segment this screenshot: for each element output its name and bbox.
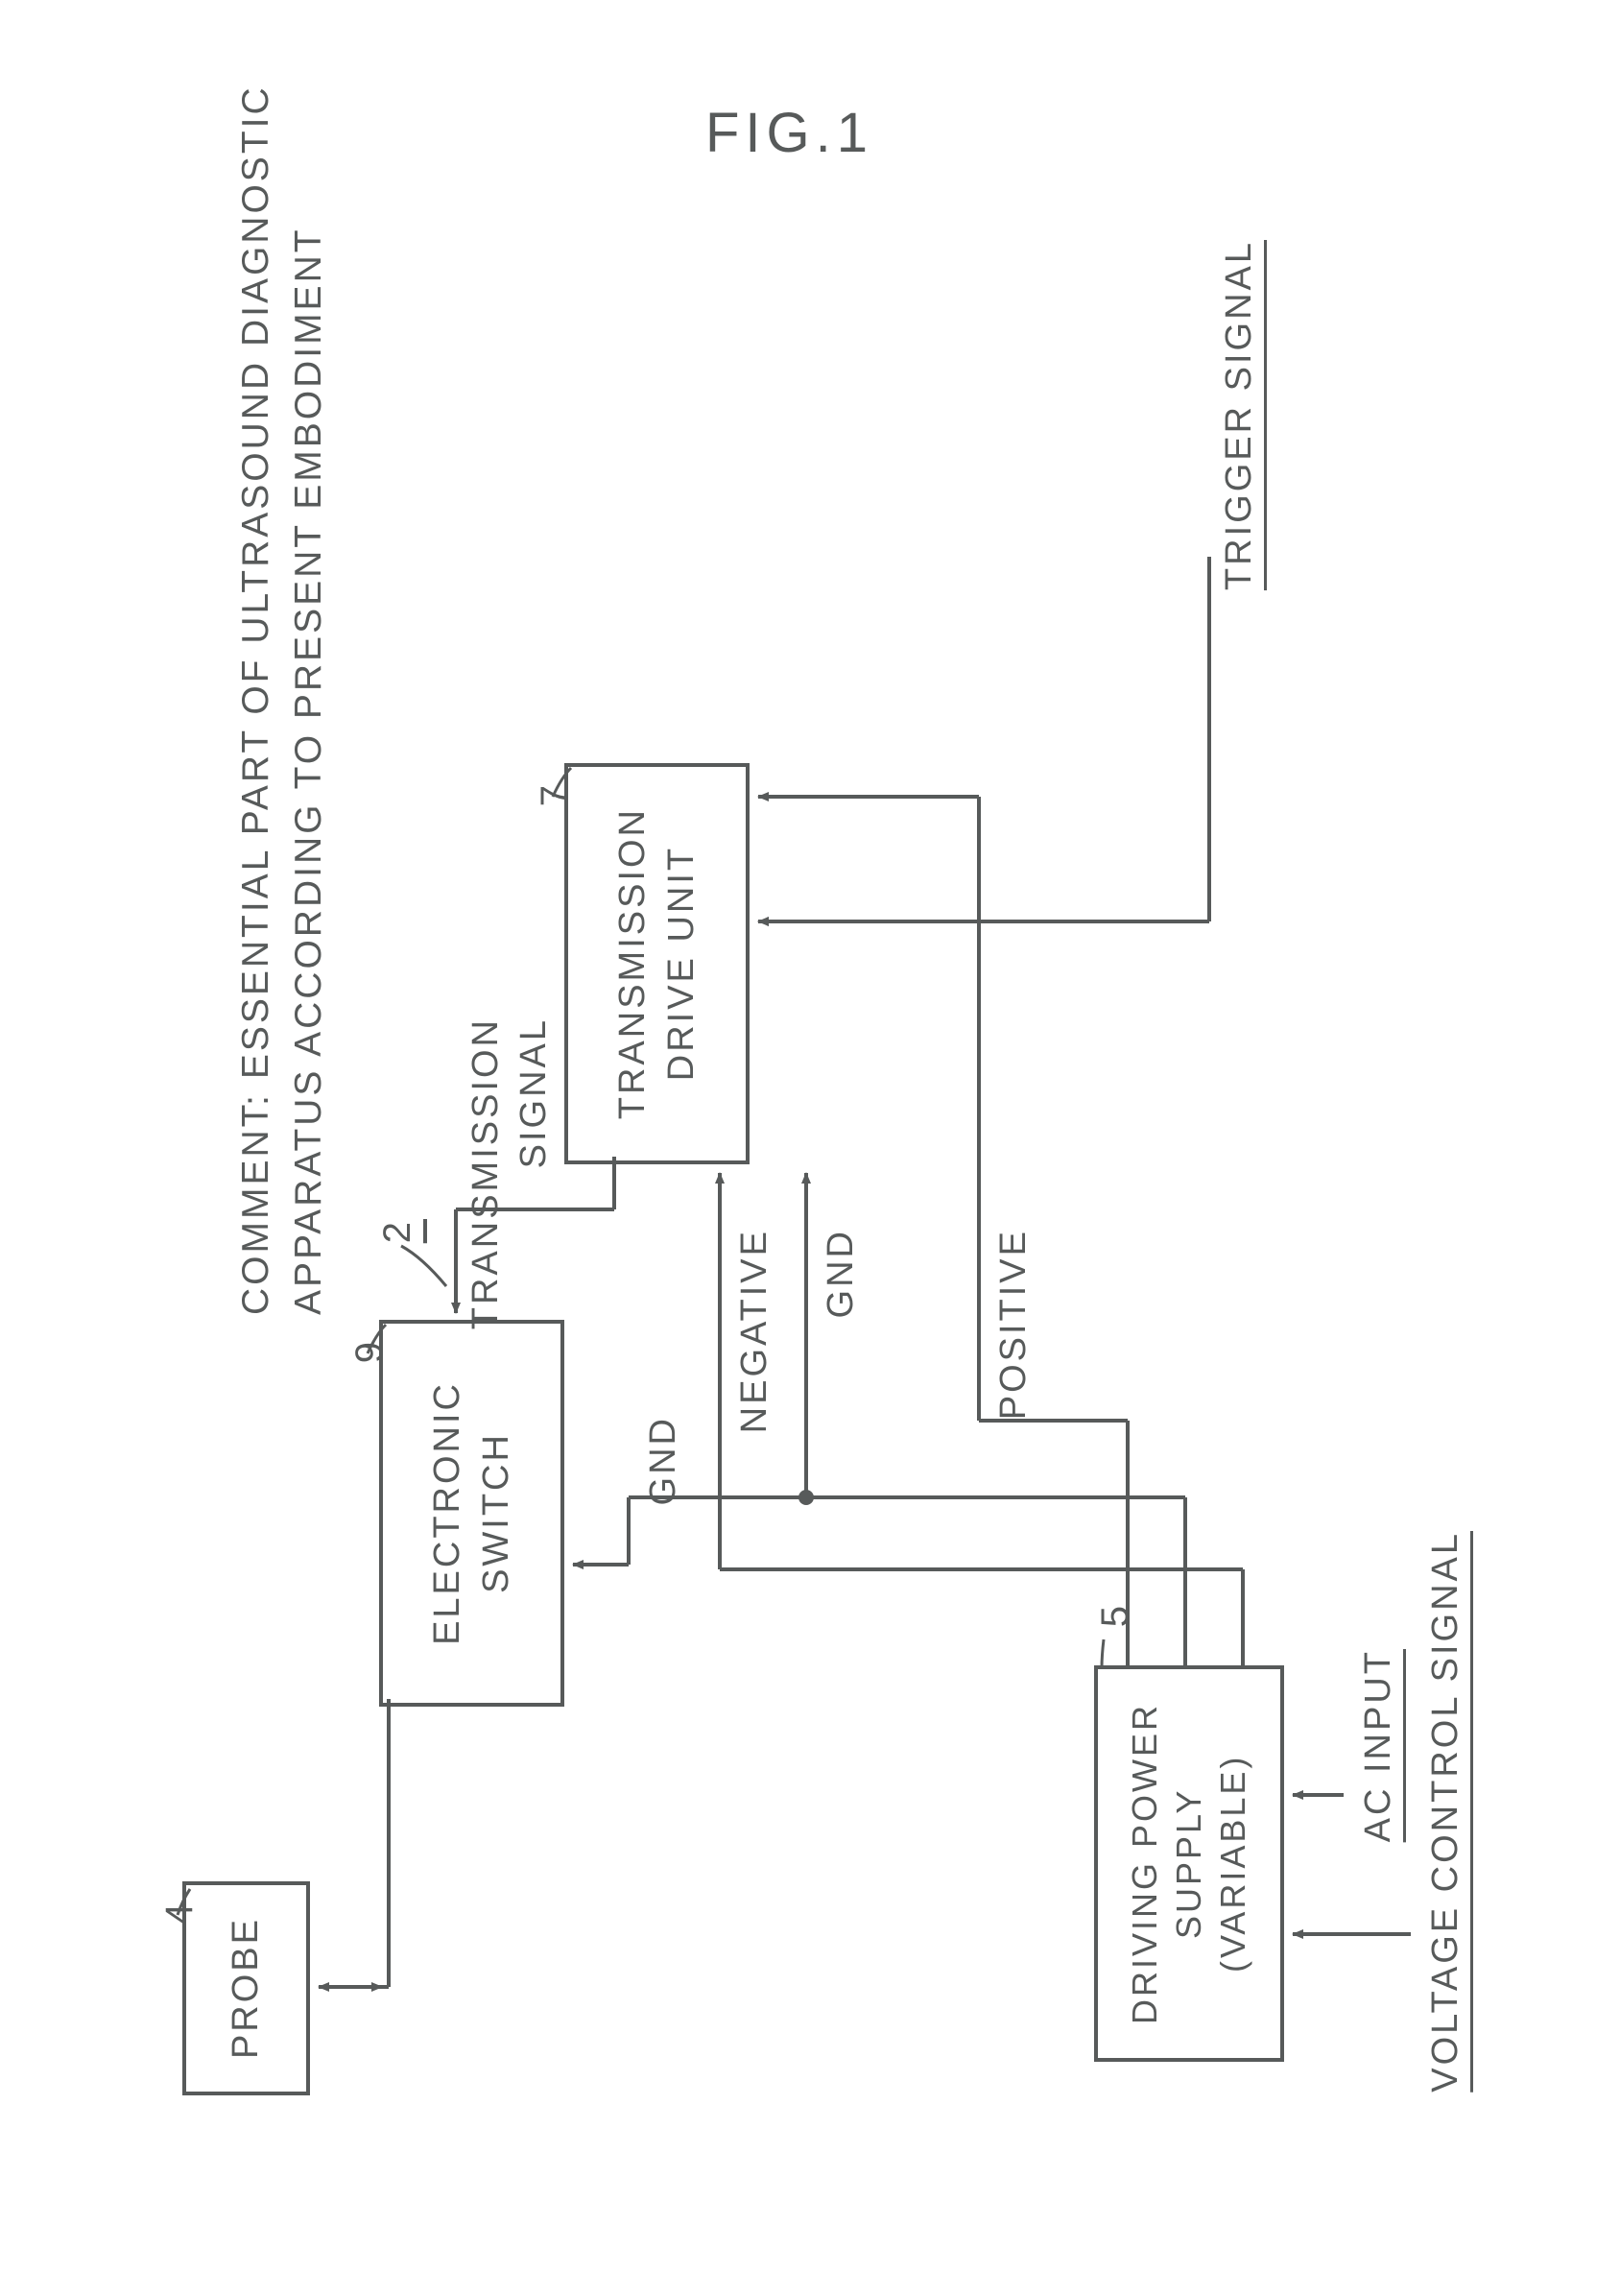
ref-switch: 9 (348, 1339, 392, 1363)
gnd2-label: GND (643, 1416, 684, 1505)
power-line-2: SUPPLY (1169, 1703, 1209, 2024)
switch-line-1: ELECTRONIC (427, 1381, 468, 1645)
power-line-3: (VARIABLE) (1213, 1703, 1253, 2024)
gnd1-label: GND (821, 1229, 862, 1318)
drive-line-2: DRIVE UNIT (661, 807, 703, 1119)
comment-line-2: APPARATUS ACCORDING TO PRESENT EMBODIMEN… (288, 240, 330, 1315)
ref-probe: 4 (158, 1901, 202, 1925)
ac-input-label: AC INPUT (1358, 1649, 1399, 1842)
transmission-drive-unit-box: TRANSMISSION DRIVE UNIT (564, 763, 750, 1164)
electronic-switch-box: ELECTRONIC SWITCH (379, 1320, 564, 1707)
figure-title: FIG.1 (705, 101, 873, 165)
ref-power: 5 (1094, 1603, 1137, 1627)
driving-power-supply-box: DRIVING POWER SUPPLY (VARIABLE) (1094, 1665, 1284, 2062)
negative-label: NEGATIVE (734, 1229, 775, 1433)
drive-line-1: TRANSMISSION (612, 807, 654, 1119)
comment-line-1: COMMENT: ESSENTIAL PART OF ULTRASOUND DI… (235, 240, 277, 1315)
transmission-label: TRANSMISSION (465, 1017, 507, 1329)
positive-label: POSITIVE (993, 1229, 1035, 1420)
ref-drive: 7 (534, 782, 577, 806)
voltage-control-signal-label: VOLTAGE CONTROL SIGNAL (1425, 1531, 1466, 2093)
power-line-1: DRIVING POWER (1125, 1703, 1165, 2024)
probe-label: PROBE (226, 1917, 267, 2059)
switch-line-2: SWITCH (476, 1381, 517, 1645)
trigger-signal-label: TRIGGER SIGNAL (1219, 240, 1260, 590)
ref-main: 2 (376, 1219, 419, 1243)
signal-label: SIGNAL (513, 1017, 555, 1168)
